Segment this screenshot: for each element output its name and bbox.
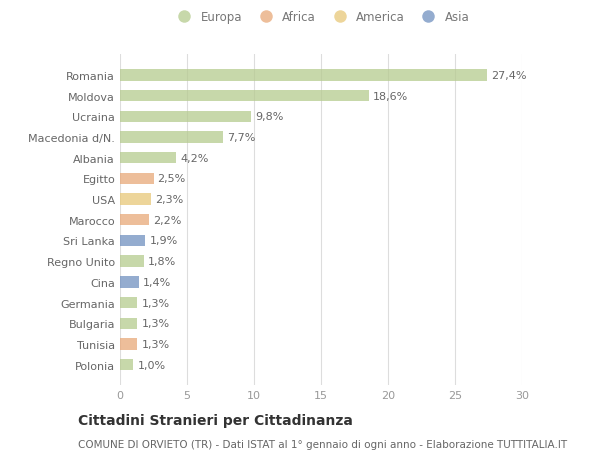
Bar [120,256,144,267]
Bar [120,339,137,350]
Bar [120,318,137,329]
Bar [120,194,151,205]
Bar [120,132,223,143]
Legend: Europa, Africa, America, Asia: Europa, Africa, America, Asia [172,11,470,24]
Text: 9,8%: 9,8% [256,112,284,122]
Bar [120,153,176,164]
Bar [120,235,145,246]
Text: 2,3%: 2,3% [155,195,183,205]
Text: 1,3%: 1,3% [142,339,170,349]
Text: 1,9%: 1,9% [149,236,178,246]
Text: 7,7%: 7,7% [227,133,256,143]
Text: Cittadini Stranieri per Cittadinanza: Cittadini Stranieri per Cittadinanza [78,414,353,428]
Text: 1,4%: 1,4% [143,277,171,287]
Text: 4,2%: 4,2% [180,153,209,163]
Text: 18,6%: 18,6% [373,91,409,101]
Text: 2,2%: 2,2% [154,215,182,225]
Bar [120,70,487,81]
Bar [120,112,251,123]
Text: COMUNE DI ORVIETO (TR) - Dati ISTAT al 1° gennaio di ogni anno - Elaborazione TU: COMUNE DI ORVIETO (TR) - Dati ISTAT al 1… [78,440,567,449]
Bar [120,174,154,185]
Text: 1,3%: 1,3% [142,298,170,308]
Bar [120,277,139,288]
Bar [120,359,133,370]
Bar [120,91,369,102]
Text: 1,0%: 1,0% [137,360,166,370]
Text: 1,8%: 1,8% [148,257,176,267]
Text: 27,4%: 27,4% [491,71,527,81]
Bar [120,215,149,226]
Text: 2,5%: 2,5% [158,174,186,184]
Text: 1,3%: 1,3% [142,319,170,329]
Bar [120,297,137,308]
